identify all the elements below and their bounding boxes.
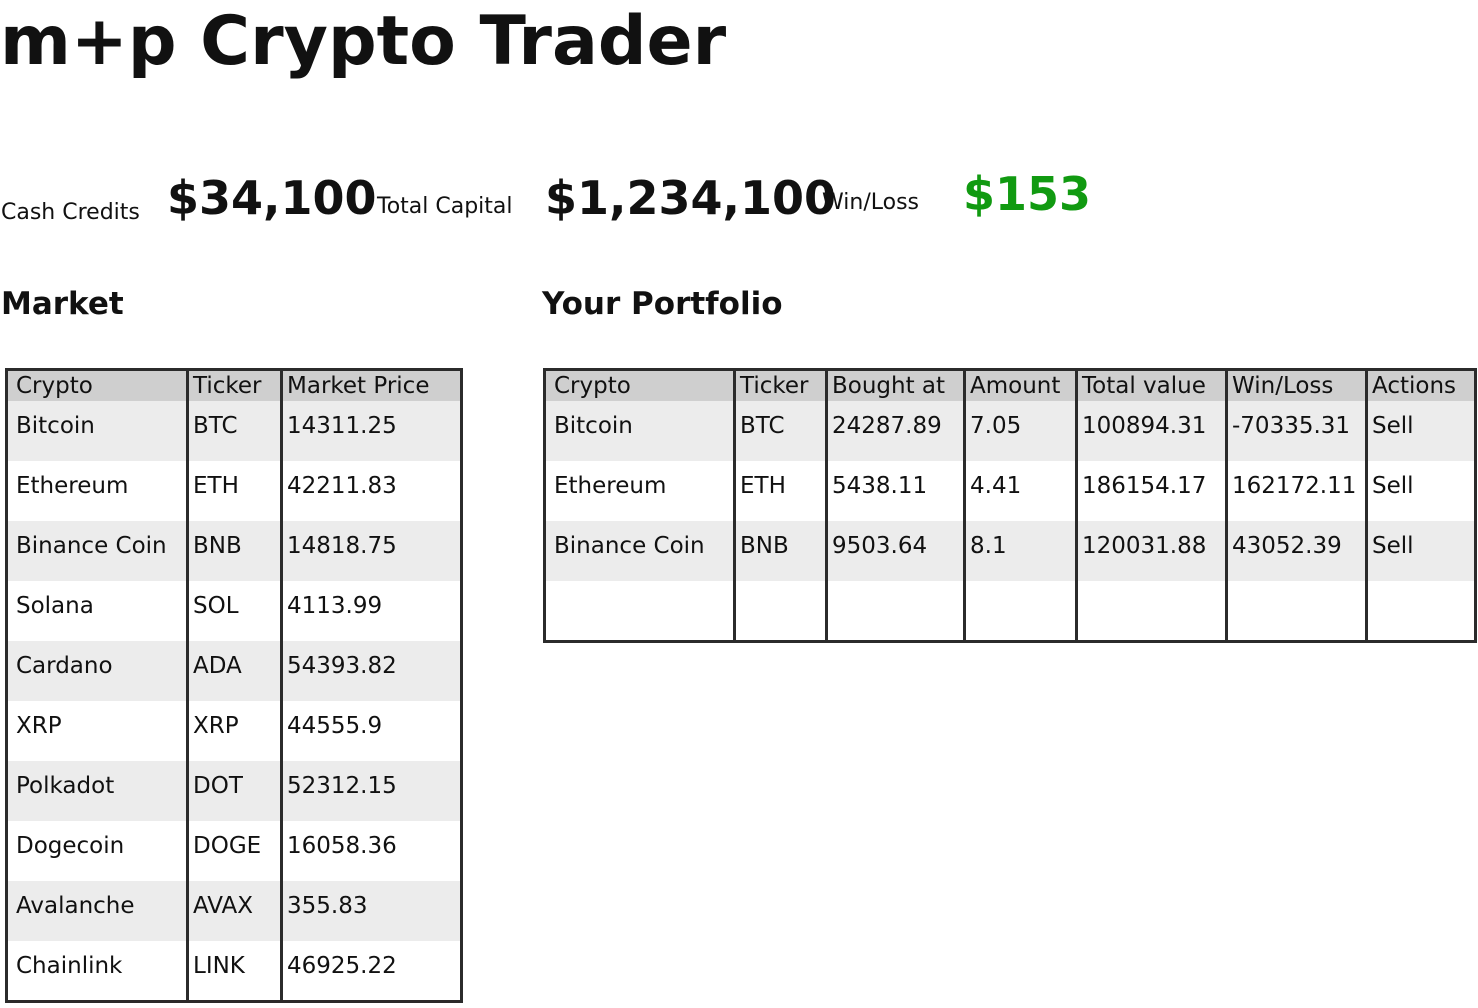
portfolio-cell-ticker: BNB (733, 521, 827, 581)
market-col-crypto: Crypto (6, 369, 188, 401)
total-capital-label: Total Capital (377, 194, 513, 219)
sell-button[interactable]: Sell (1365, 401, 1476, 461)
market-cell-price: 355.83 (280, 881, 462, 941)
market-table: Crypto Ticker Market Price Bitcoin BTC 143… (5, 368, 463, 1003)
market-cell-price: 4113.99 (280, 581, 462, 641)
market-row[interactable]: Bitcoin BTC 14311.25 (6, 401, 462, 461)
market-cell-crypto: XRP (6, 701, 188, 761)
market-cell-crypto: Bitcoin (6, 401, 188, 461)
portfolio-col-actions: Actions (1365, 369, 1476, 401)
market-cell-ticker: DOGE (186, 821, 282, 881)
sell-button[interactable]: Sell (1365, 461, 1476, 521)
portfolio-heading: Your Portfolio (542, 286, 783, 322)
market-cell-ticker: AVAX (186, 881, 282, 941)
market-cell-price: 14311.25 (280, 401, 462, 461)
market-row[interactable]: Avalanche AVAX 355.83 (6, 881, 462, 941)
portfolio-header-row: Crypto Ticker Bought at Amount Total val… (544, 369, 1476, 401)
portfolio-col-total-value: Total value (1075, 369, 1227, 401)
portfolio-row: Ethereum ETH 5438.11 4.41 186154.17 162172.11… (544, 461, 1476, 521)
portfolio-row: Binance Coin BNB 9503.64 8.1 120031.88 43052.… (544, 521, 1476, 581)
market-cell-ticker: LINK (186, 941, 282, 1001)
portfolio-cell-total-value: 100894.31 (1075, 401, 1227, 461)
market-cell-ticker: BNB (186, 521, 282, 581)
cash-credits-label: Cash Credits (1, 200, 140, 225)
win-loss-label: Win/Loss (822, 190, 919, 215)
portfolio-col-ticker: Ticker (733, 369, 827, 401)
portfolio-cell-win-loss: 43052.39 (1225, 521, 1367, 581)
market-cell-ticker: SOL (186, 581, 282, 641)
portfolio-cell-bought-at: 5438.11 (825, 461, 965, 521)
portfolio-cell-amount: 4.41 (963, 461, 1077, 521)
portfolio-cell-ticker: BTC (733, 401, 827, 461)
cash-credits-value: $34,100 (167, 171, 377, 225)
market-cell-ticker: ADA (186, 641, 282, 701)
market-row[interactable]: Chainlink LINK 46925.22 (6, 941, 462, 1001)
market-cell-crypto: Chainlink (6, 941, 188, 1001)
portfolio-cell-crypto: Ethereum (544, 461, 735, 521)
portfolio-col-win-loss: Win/Loss (1225, 369, 1367, 401)
market-cell-ticker: DOT (186, 761, 282, 821)
market-row[interactable]: Polkadot DOT 52312.15 (6, 761, 462, 821)
market-header-row: Crypto Ticker Market Price (6, 369, 462, 401)
portfolio-cell-crypto: Binance Coin (544, 521, 735, 581)
market-cell-crypto: Solana (6, 581, 188, 641)
portfolio-cell-amount: 7.05 (963, 401, 1077, 461)
portfolio-cell-ticker: ETH (733, 461, 827, 521)
portfolio-cell-crypto: Bitcoin (544, 401, 735, 461)
market-cell-price: 54393.82 (280, 641, 462, 701)
portfolio-col-bought-at: Bought at (825, 369, 965, 401)
portfolio-empty-cell (544, 581, 735, 641)
portfolio-empty-cell (963, 581, 1077, 641)
market-cell-ticker: XRP (186, 701, 282, 761)
portfolio-empty-row (544, 581, 1476, 641)
market-row[interactable]: Ethereum ETH 42211.83 (6, 461, 462, 521)
portfolio-cell-bought-at: 9503.64 (825, 521, 965, 581)
portfolio-col-amount: Amount (963, 369, 1077, 401)
market-cell-crypto: Cardano (6, 641, 188, 701)
market-cell-price: 52312.15 (280, 761, 462, 821)
market-col-price: Market Price (280, 369, 462, 401)
portfolio-empty-cell (1225, 581, 1367, 641)
market-row[interactable]: Cardano ADA 54393.82 (6, 641, 462, 701)
sell-button[interactable]: Sell (1365, 521, 1476, 581)
portfolio-table: Crypto Ticker Bought at Amount Total val… (543, 368, 1477, 643)
portfolio-empty-cell (1365, 581, 1476, 641)
market-cell-price: 46925.22 (280, 941, 462, 1001)
portfolio-empty-cell (825, 581, 965, 641)
market-col-ticker: Ticker (186, 369, 282, 401)
market-row[interactable]: Binance Coin BNB 14818.75 (6, 521, 462, 581)
market-cell-ticker: BTC (186, 401, 282, 461)
market-cell-crypto: Dogecoin (6, 821, 188, 881)
portfolio-cell-bought-at: 24287.89 (825, 401, 965, 461)
portfolio-cell-amount: 8.1 (963, 521, 1077, 581)
portfolio-col-crypto: Crypto (544, 369, 735, 401)
market-heading: Market (1, 286, 124, 322)
market-cell-price: 44555.9 (280, 701, 462, 761)
portfolio-cell-total-value: 186154.17 (1075, 461, 1227, 521)
market-cell-price: 16058.36 (280, 821, 462, 881)
market-cell-crypto: Avalanche (6, 881, 188, 941)
win-loss-value: $153 (963, 167, 1092, 221)
portfolio-empty-cell (733, 581, 827, 641)
market-cell-crypto: Polkadot (6, 761, 188, 821)
portfolio-cell-win-loss: 162172.11 (1225, 461, 1367, 521)
app-title: m+p Crypto Trader (0, 2, 727, 81)
market-row[interactable]: Solana SOL 4113.99 (6, 581, 462, 641)
portfolio-cell-total-value: 120031.88 (1075, 521, 1227, 581)
market-cell-crypto: Ethereum (6, 461, 188, 521)
market-cell-price: 42211.83 (280, 461, 462, 521)
market-row[interactable]: XRP XRP 44555.9 (6, 701, 462, 761)
market-cell-crypto: Binance Coin (6, 521, 188, 581)
portfolio-row: Bitcoin BTC 24287.89 7.05 100894.31 -70335.31… (544, 401, 1476, 461)
market-cell-ticker: ETH (186, 461, 282, 521)
portfolio-cell-win-loss: -70335.31 (1225, 401, 1367, 461)
market-cell-price: 14818.75 (280, 521, 462, 581)
market-row[interactable]: Dogecoin DOGE 16058.36 (6, 821, 462, 881)
total-capital-value: $1,234,100 (545, 171, 837, 225)
portfolio-empty-cell (1075, 581, 1227, 641)
